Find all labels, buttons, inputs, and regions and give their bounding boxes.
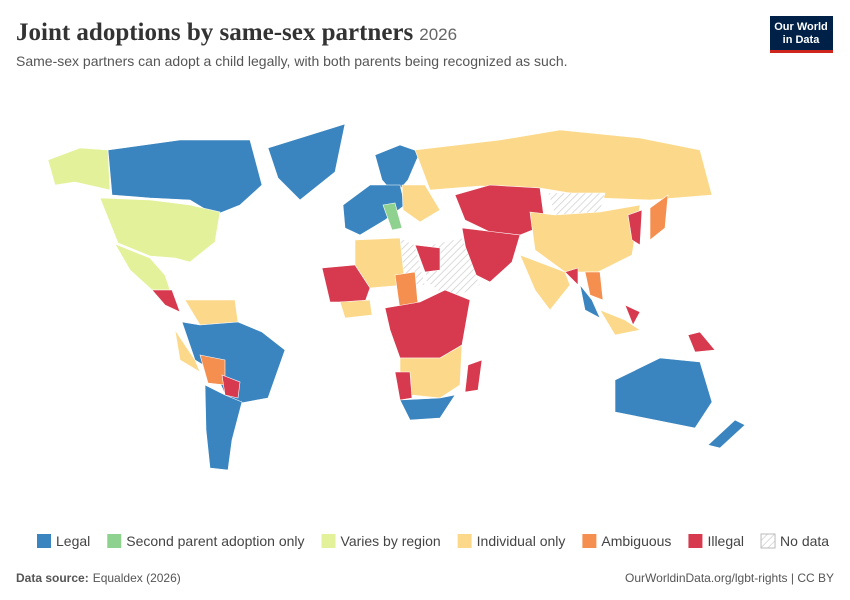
country-region [529,204,641,273]
country-region [394,371,413,401]
source: Data source: Equaldex (2026) [16,571,181,585]
country-region [151,289,181,313]
country-region [321,264,371,303]
logo-line: Our World [774,21,828,33]
country-region [267,123,346,201]
country-region [564,267,579,286]
country-region [401,184,441,223]
legend-swatch [457,534,472,548]
country-region [579,284,601,319]
country-region [414,129,713,201]
country-region [547,192,606,216]
country-region [382,202,403,231]
legend-label: Individual only [477,533,566,549]
legend-swatch [37,534,51,548]
legend-label: Illegal [707,533,744,549]
footer-link[interactable]: OurWorldinData.org/lgbt-rights | CC BY [625,571,834,585]
title-year: 2026 [419,25,457,44]
legend-swatch [760,533,776,549]
legend-swatch [321,534,336,548]
country-region [47,147,111,191]
legend-label: Ambiguous [601,533,671,549]
source-label: Data source: [16,571,89,585]
country-region [649,194,669,241]
country-region [204,384,243,471]
country-region [599,309,641,336]
title-text: Joint adoptions by same-sex partners [16,19,414,46]
legend: Legal Second parent adoption only Varies b… [37,533,829,549]
legend-swatch [688,534,703,548]
logo[interactable]: Our World in Data [770,16,833,53]
country-region [624,304,641,326]
country-region [414,244,441,273]
country-region [374,144,421,196]
country-region [627,209,643,246]
subtitle: Same-sex partners can adopt a child lega… [16,53,568,69]
country-region [107,139,263,216]
title: Joint adoptions by same-sex partners 2026 [16,19,457,46]
legend-swatch [582,534,597,548]
legend-label: Varies by region [341,533,441,549]
country-region [99,197,221,263]
legend-label: No data [780,533,829,549]
country-region [339,299,373,319]
legend-swatch [107,534,122,548]
logo-bar [770,50,833,53]
country-region [687,331,716,353]
country-region [174,329,201,373]
source-text: Equaldex (2026) [93,571,181,585]
country-region [614,357,713,429]
logo-box [770,16,833,50]
legend-label: Legal [56,533,90,549]
country-region [221,374,241,399]
country-region [584,271,604,301]
logo-line: in Data [783,34,821,46]
country-region [399,394,456,421]
map [47,123,746,471]
country-region [464,359,483,393]
country-region [707,419,746,449]
country-region [519,254,571,311]
legend-label: Second parent adoption only [126,533,304,549]
